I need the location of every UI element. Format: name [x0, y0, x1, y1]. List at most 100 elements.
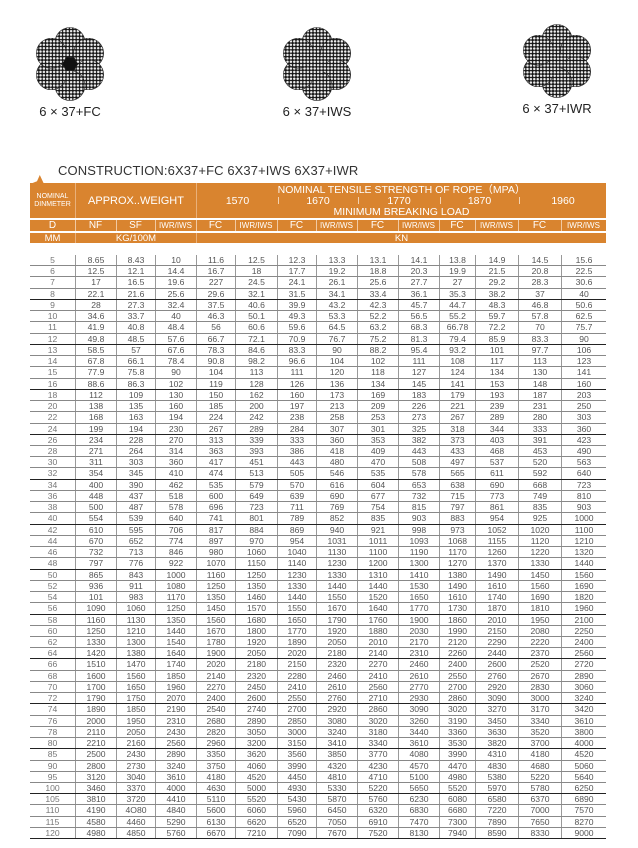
value-cell: 2100	[561, 614, 606, 625]
value-cell: 3080	[316, 715, 357, 726]
value-cell: 2920	[316, 704, 357, 715]
value-cell: 723	[235, 502, 277, 513]
value-cell: 50.6	[561, 299, 606, 311]
value-cell: 732	[398, 490, 439, 502]
value-cell: 3120	[75, 771, 116, 783]
value-cell: 21.6	[116, 288, 155, 299]
diameter-cell: 110	[45, 805, 60, 816]
value-cell: 37.5	[196, 299, 235, 311]
value-cell: 546	[316, 468, 357, 479]
value-cell: 289	[475, 412, 518, 423]
value-cell: 3810	[75, 794, 116, 805]
value-cell: 2120	[439, 636, 475, 648]
value-cell: 462	[155, 479, 196, 490]
value-cell: 4830	[475, 760, 518, 771]
value-cell: 852	[316, 513, 357, 524]
value-cell: 77.9	[75, 367, 116, 378]
diameter-cell: 48	[47, 558, 58, 569]
table-row: 46 732 713 846 980 1060 1040 1130 1100 1190 1170 12…	[30, 547, 606, 559]
value-cell: 554	[75, 513, 116, 524]
table-row: 110 4190 4O80 4840 5600 6060 5960 6450 6320 6830 6…	[30, 805, 606, 817]
diameter-cell: 68	[47, 670, 58, 681]
value-cell: 49.8	[75, 333, 116, 344]
value-cell: 1440	[277, 592, 316, 603]
value-cell: 1270	[439, 558, 475, 569]
table-row: 18 112 109 130 150 162 160 173 169 183 179 193 187 20…	[30, 389, 606, 402]
value-cell: 127	[398, 367, 439, 378]
value-cell: 200	[235, 401, 277, 412]
unit-d: MM	[44, 232, 61, 244]
value-cell: 19.9	[439, 266, 475, 277]
value-cell: 3270	[475, 704, 518, 715]
value-cell: 2150	[277, 659, 316, 670]
diameter-cell: 78	[47, 726, 58, 737]
value-cell: 46.8	[518, 299, 561, 311]
value-cell: 1070	[196, 558, 235, 569]
value-cell: 1130	[116, 614, 155, 625]
value-cell: 537	[475, 457, 518, 468]
value-cell: 1011	[357, 535, 398, 547]
value-cell: 3180	[357, 726, 398, 738]
value-cell: 2310	[155, 715, 196, 726]
value-cell: 1068	[439, 535, 475, 547]
value-cell: 1610	[439, 592, 475, 603]
value-cell: 1090	[75, 603, 116, 614]
value-cell: 1770	[277, 625, 316, 636]
value-cell: 1330	[75, 636, 116, 648]
value-cell: 1120	[518, 535, 561, 547]
diameter-cell: 22	[47, 412, 58, 423]
construction-title: CONSTRUCTION:6X37+FC 6X37+IWS 6X37+IWR	[58, 163, 359, 178]
table-row: 14 67.8 66.1 78.4 90.8 98.2 96.6 104 102 111 108 11…	[30, 356, 606, 368]
value-cell: 3260	[398, 715, 439, 726]
value-cell: 136	[316, 378, 357, 389]
value-cell: 86.3	[116, 378, 155, 389]
value-cell: 3200	[235, 738, 277, 749]
value-cell: 884	[235, 524, 277, 535]
value-cell: 2140	[357, 648, 398, 659]
value-cell: 17.7	[277, 266, 316, 277]
value-cell: 194	[116, 423, 155, 434]
value-cell: 789	[277, 513, 316, 524]
value-cell: 148	[518, 378, 561, 389]
value-cell: 45.7	[398, 299, 439, 311]
unit-row: MM KG/100M KN	[30, 232, 606, 244]
value-cell: 5760	[357, 794, 398, 805]
value-cell: 3520	[518, 726, 561, 738]
table-row: 16 88.6 86.3 102 119 128 126 136 134 145 141 153 148…	[30, 378, 606, 390]
value-cell: 843	[116, 569, 155, 580]
value-cell: 40.8	[116, 322, 155, 333]
value-cell: 4520	[235, 771, 277, 783]
value-cell: 1440	[316, 580, 357, 592]
value-cell: 4580	[75, 816, 116, 827]
value-cell: 5870	[316, 794, 357, 805]
value-cell: 1440	[357, 580, 398, 592]
value-cell: 78.3	[196, 344, 235, 356]
value-cell: 270	[155, 434, 196, 445]
value-cell: 8.65	[75, 255, 116, 266]
value-cell: 66.7	[196, 333, 235, 344]
table-row: 28 271 264 314 363 393 386 418 409 443 433 468 453 49…	[30, 445, 606, 458]
value-cell: 2890	[561, 670, 606, 681]
diameter-cell: 44	[47, 535, 58, 546]
value-cell: 14.5	[518, 255, 561, 266]
diameter-cell: 46	[47, 547, 58, 558]
value-cell: 96.6	[277, 356, 316, 367]
value-cell: 1450	[518, 569, 561, 580]
value-cell: 3610	[398, 738, 439, 749]
value-cell: 640	[561, 468, 606, 479]
diameter-cell: 11	[48, 322, 57, 333]
value-cell: 36.1	[398, 288, 439, 299]
value-cell: 70.9	[277, 333, 316, 344]
diameter-cell: 10	[47, 311, 58, 322]
value-cell: 391	[518, 434, 561, 445]
value-cell: 12.1	[116, 266, 155, 277]
value-cell: 6910	[357, 816, 398, 827]
value-cell: 2670	[518, 670, 561, 681]
value-cell: 2710	[357, 693, 398, 704]
diameter-cell: 105	[45, 794, 60, 805]
value-cell: 4320	[316, 760, 357, 771]
column-header: FC	[532, 220, 547, 231]
value-cell: 2020	[277, 648, 316, 659]
value-cell: 1790	[75, 693, 116, 704]
